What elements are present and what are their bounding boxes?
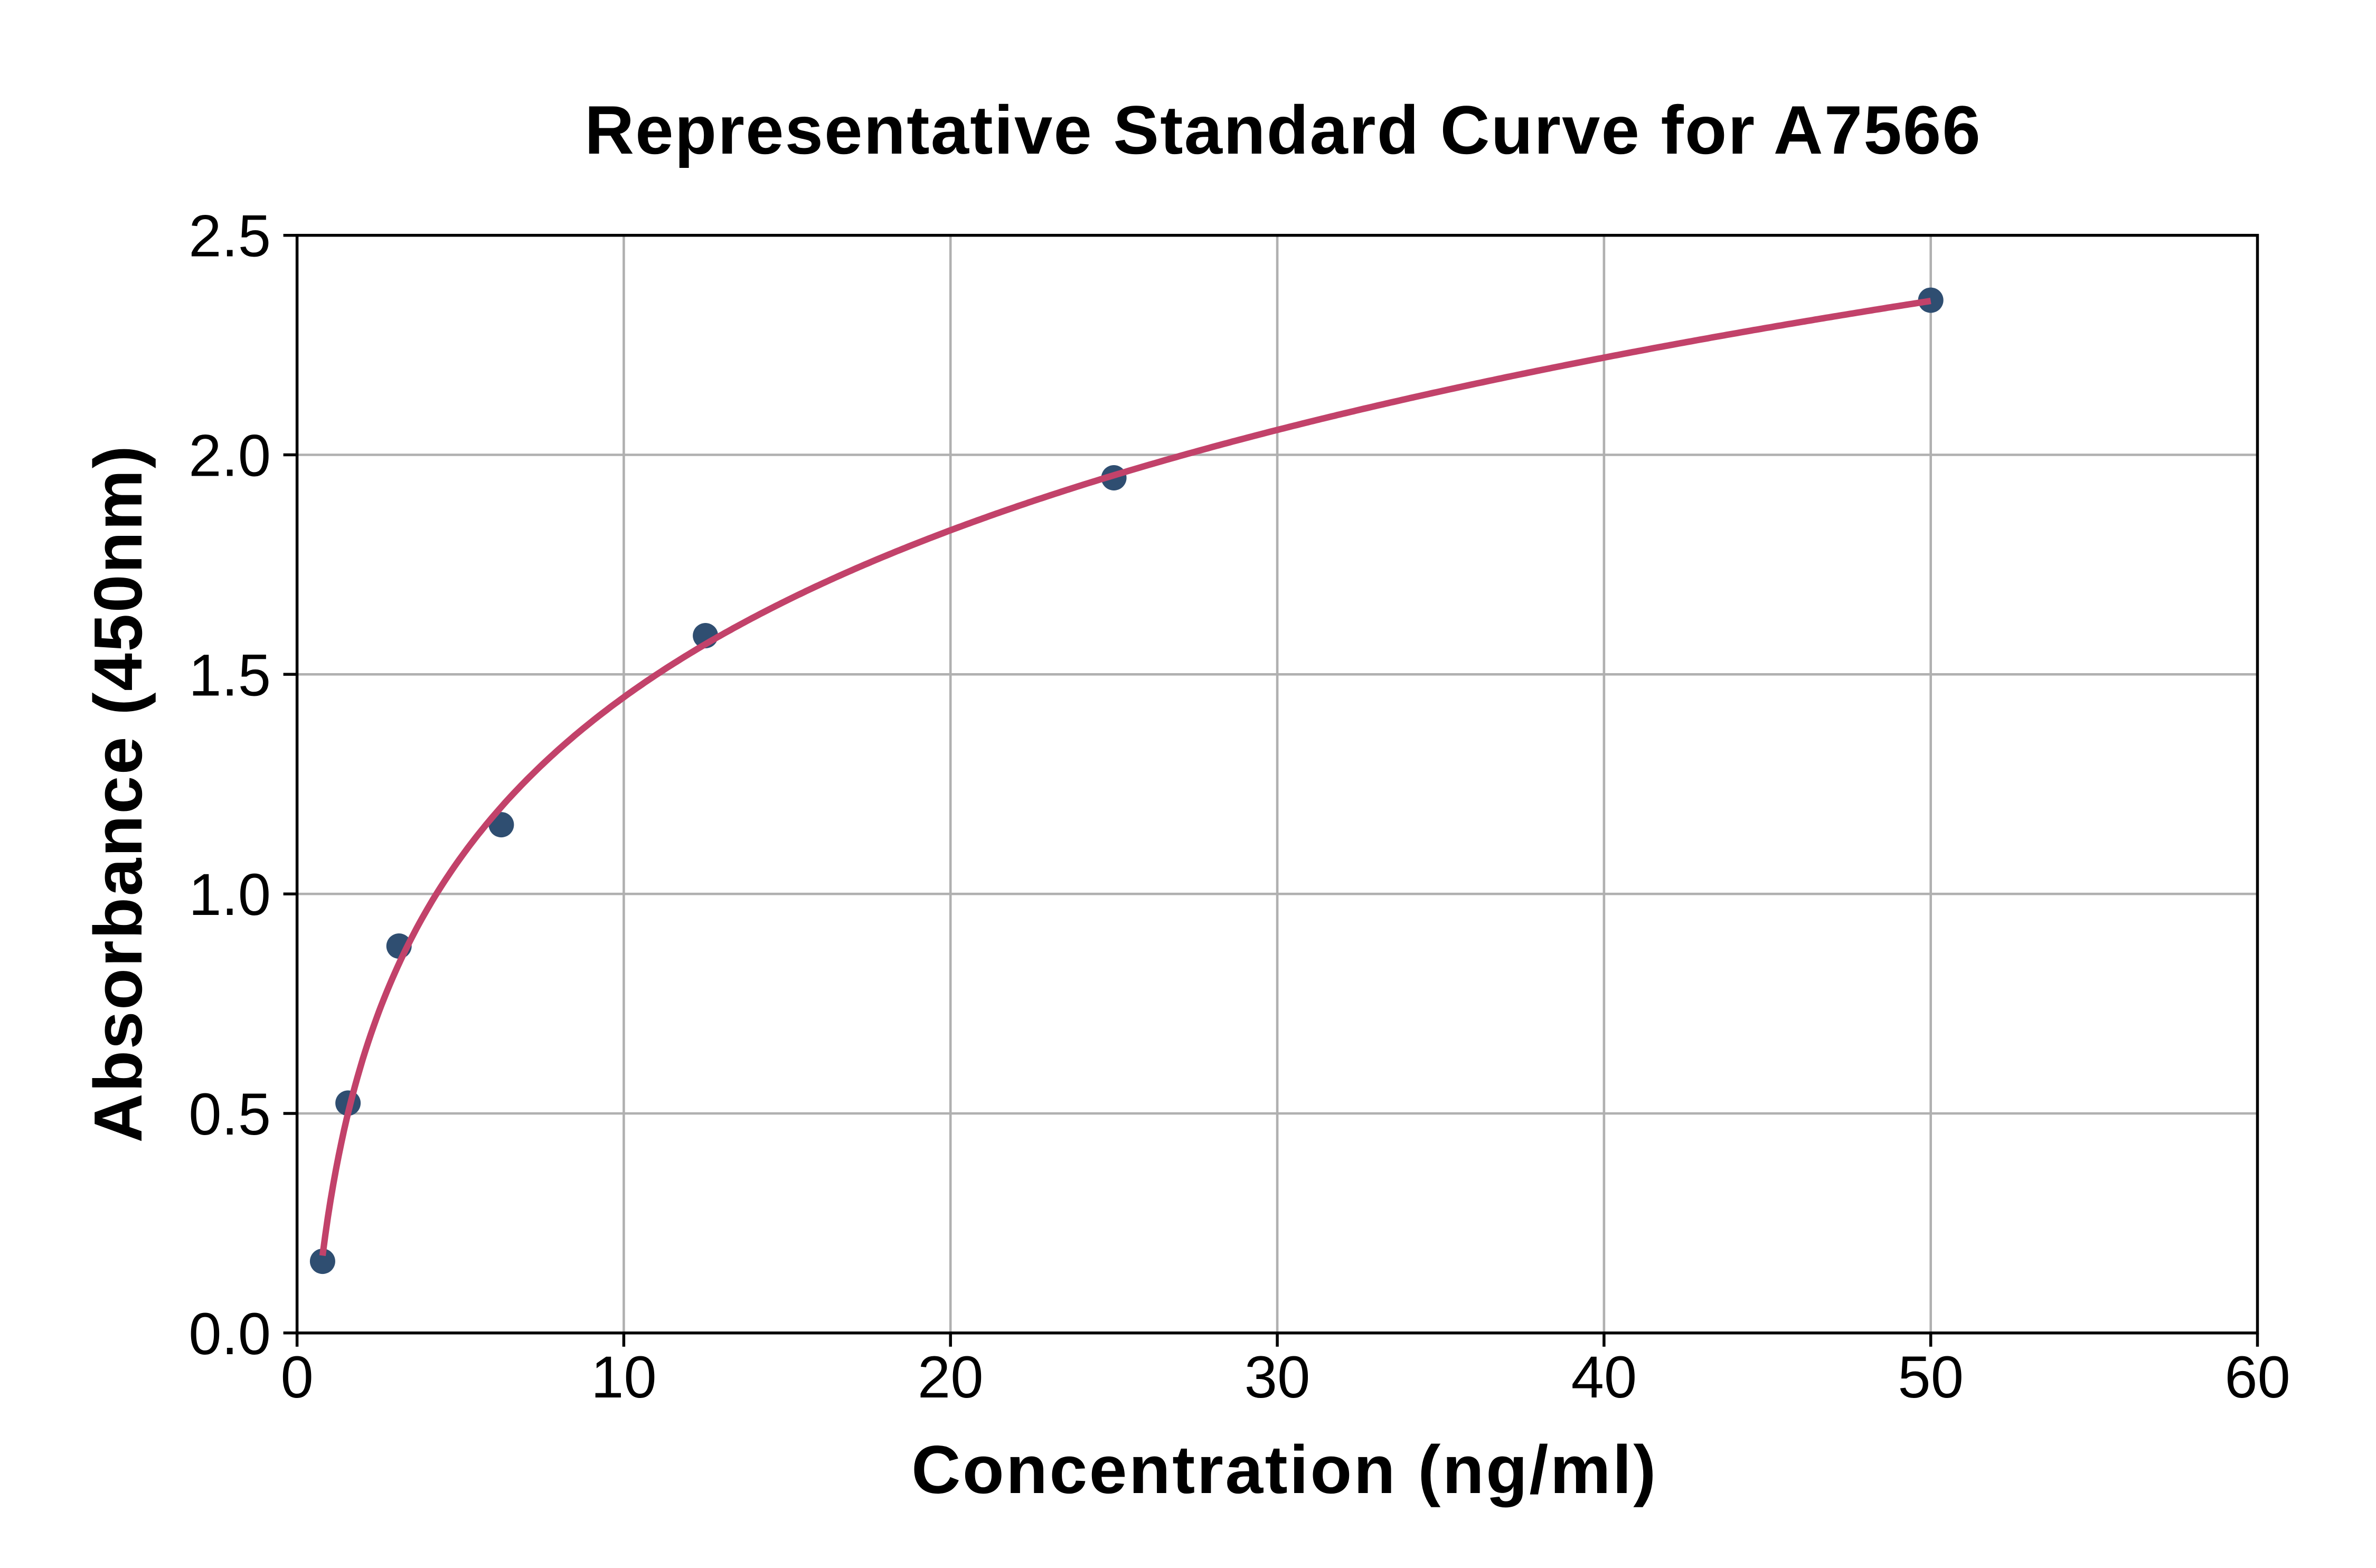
svg-text:Concentration (ng/ml): Concentration (ng/ml) (911, 1432, 1658, 1508)
svg-text:2.5: 2.5 (188, 203, 271, 269)
svg-text:60: 60 (2224, 1344, 2290, 1410)
svg-text:1.5: 1.5 (188, 642, 271, 708)
svg-text:2.0: 2.0 (188, 423, 271, 489)
svg-text:1.0: 1.0 (188, 862, 271, 928)
svg-text:Absorbance (450nm): Absorbance (450nm) (80, 445, 156, 1143)
svg-text:50: 50 (1898, 1344, 1964, 1410)
svg-text:20: 20 (918, 1344, 984, 1410)
svg-text:0.5: 0.5 (188, 1081, 271, 1147)
svg-text:0: 0 (280, 1344, 313, 1410)
svg-text:Representative Standard Curve: Representative Standard Curve for A7566 (584, 91, 1982, 168)
svg-text:40: 40 (1571, 1344, 1637, 1410)
svg-text:10: 10 (591, 1344, 657, 1410)
svg-text:30: 30 (1244, 1344, 1310, 1410)
svg-text:0.0: 0.0 (188, 1301, 271, 1367)
